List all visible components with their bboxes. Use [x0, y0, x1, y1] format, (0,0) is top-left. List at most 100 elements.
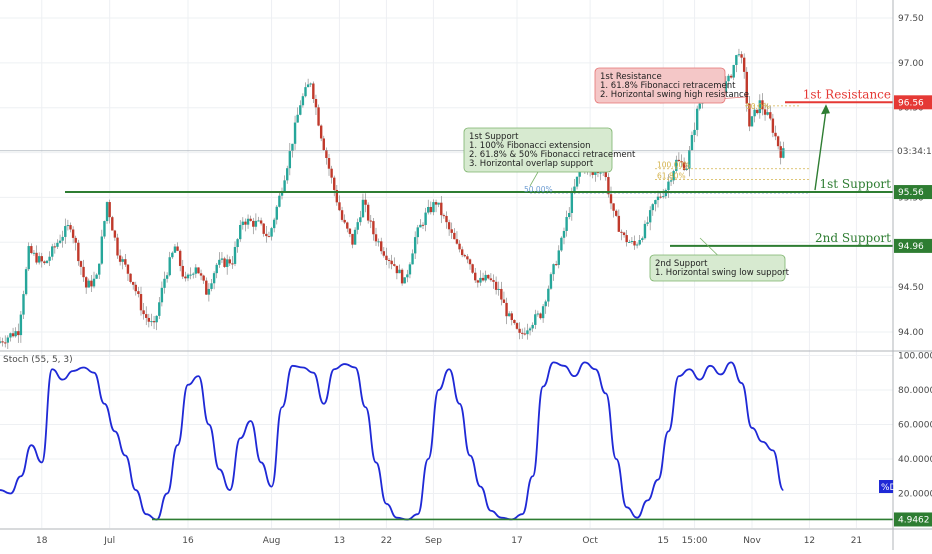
candle-body: [304, 87, 307, 97]
candle-body: [199, 273, 203, 276]
stochastic-d-line: [0, 361, 785, 521]
candle-body: [372, 221, 375, 235]
fib-level-label: 61.80%: [657, 171, 686, 180]
candle-body: [766, 112, 769, 115]
candle-body: [737, 54, 741, 56]
candle-body: [30, 246, 33, 254]
candle-body: [460, 249, 464, 256]
candle-body: [735, 55, 738, 65]
candle-body: [84, 277, 88, 288]
price-tick-label: 94.00: [898, 328, 924, 338]
time-tick-label: Oct: [582, 536, 598, 546]
candle-body: [215, 264, 218, 274]
candle-body: [450, 229, 453, 233]
candle-body: [609, 194, 613, 204]
candle-body: [105, 202, 109, 222]
annotations-layer: 100.00%61.80% 50.00% 50.0% 1st Resistance 1s…: [463, 67, 891, 282]
candle-body: [398, 269, 401, 274]
candle-body: [617, 215, 621, 232]
candle-body: [37, 256, 41, 263]
candle-body: [17, 331, 20, 336]
candle-body: [641, 238, 644, 240]
time-tick-label: 21: [851, 536, 862, 546]
candle-body: [299, 105, 302, 115]
candle-body: [651, 204, 654, 211]
candle-body: [283, 180, 286, 192]
oscillator-support-tag: 4.9462: [898, 515, 930, 525]
candle-body: [745, 71, 748, 104]
candle-body: [437, 202, 440, 205]
time-tick-label: Jul: [103, 536, 115, 546]
candle-body: [515, 323, 519, 329]
candle-body: [246, 218, 250, 225]
level-price-tag-bg: [894, 238, 932, 253]
candle-body: [178, 250, 182, 266]
level-price-tag: 94.96: [898, 242, 924, 252]
candle-body: [675, 159, 678, 171]
candle-body: [24, 269, 28, 295]
time-tick-label: 22: [381, 536, 392, 546]
candle-body: [497, 288, 500, 290]
osc-tick-label: 80.0000: [898, 386, 932, 396]
candle-body: [202, 275, 205, 281]
candle-body: [71, 229, 75, 238]
candle-body: [241, 221, 245, 225]
candle-body: [257, 220, 260, 222]
candle-body: [489, 278, 493, 281]
candle-body: [369, 220, 372, 222]
candle-body: [612, 203, 615, 211]
callout-box: [594, 67, 726, 104]
candle-body: [740, 54, 743, 58]
candle-body: [11, 333, 15, 337]
candle-body: [427, 206, 430, 213]
candle-body: [210, 283, 213, 289]
candle-body: [87, 280, 90, 288]
candle-body: [361, 199, 365, 218]
candle-body: [429, 206, 433, 213]
oscillator-panel[interactable]: Stoch (55, 5, 3): [0, 355, 893, 521]
candle-body: [620, 231, 623, 233]
candle-body: [348, 228, 352, 234]
callout-pointer: [699, 237, 718, 256]
candle-body: [40, 256, 43, 262]
candle-body: [155, 315, 158, 323]
candle-body: [500, 288, 503, 300]
level-price-tag-bg: [894, 95, 932, 110]
candle-body: [228, 259, 231, 264]
candle-body: [77, 242, 80, 262]
candle-body: [390, 260, 393, 265]
candle-body: [218, 259, 221, 265]
candle-body: [152, 321, 156, 323]
candle-body: [510, 313, 513, 320]
current-time-tag-bg: [894, 143, 932, 158]
projection-arrow-line: [814, 110, 827, 191]
candle-body: [541, 306, 545, 319]
callout-line: 1st Support: [469, 132, 519, 142]
candle-body: [507, 313, 511, 317]
candle-body: [677, 159, 681, 162]
candle-body: [131, 281, 135, 285]
candle-body: [27, 246, 30, 270]
callout-line: 1st Resistance: [600, 72, 662, 82]
candle-body: [622, 232, 626, 236]
candle-body: [192, 273, 195, 275]
projection-arrow-head: [821, 104, 830, 115]
candle-body: [79, 261, 83, 267]
candle-body: [685, 168, 688, 170]
osc-tick-label: 100.0000: [898, 351, 932, 361]
candle-body: [100, 236, 104, 264]
candle-body: [0, 341, 2, 343]
candle-body: [413, 237, 417, 254]
candle-body: [322, 138, 325, 151]
candle-body: [557, 250, 560, 265]
candle-body: [560, 237, 563, 251]
candle-body: [776, 136, 780, 147]
candle-body: [249, 218, 252, 221]
callout-box: [463, 127, 613, 173]
level-price-tag: 96.56: [898, 98, 924, 108]
candle-body: [366, 204, 370, 221]
candle-body: [400, 269, 404, 284]
candle-body: [4, 342, 7, 344]
candle-body: [727, 75, 730, 82]
